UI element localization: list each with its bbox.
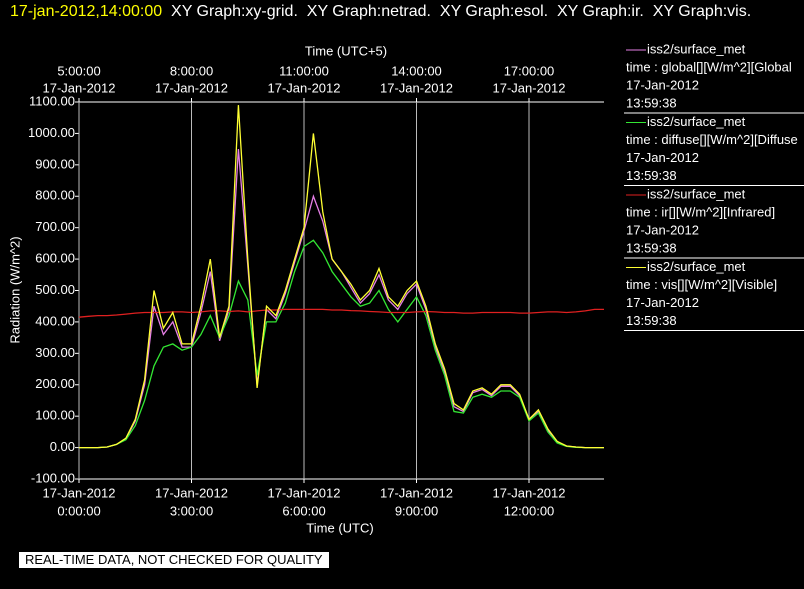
- legend-time: 13:59:38: [626, 95, 677, 110]
- legend-time: 13:59:38: [626, 240, 677, 255]
- x-tick-date: 17-Jan-2012: [268, 485, 341, 500]
- series-line: [78, 308, 604, 318]
- legend-date: 17-Jan-2012: [626, 77, 699, 92]
- y-tick-label: -100.00: [31, 470, 75, 485]
- y-tick-label: 0.00: [50, 439, 75, 454]
- legend-name: time : global[][W/m^2][Global: [626, 59, 792, 74]
- x2-tick-date: 17-Jan-2012: [155, 80, 228, 95]
- y-tick-label: 500.00: [35, 282, 75, 297]
- x2-tick-date: 17-Jan-2012: [268, 80, 341, 95]
- series-line: [79, 149, 604, 449]
- x-tick-label: 9:00:00: [395, 503, 438, 518]
- y-tick-label: 100.00: [35, 408, 75, 423]
- x-tick-label: 6:00:00: [282, 503, 325, 518]
- series-line: [79, 105, 604, 449]
- legend-name: time : vis[][W/m^2][Visible]: [626, 277, 777, 292]
- x-tick-date: 17-Jan-2012: [43, 485, 116, 500]
- y-tick-label: 300.00: [35, 345, 75, 360]
- x2-tick-label: 14:00:00: [391, 63, 442, 78]
- x-tick-label: 12:00:00: [504, 503, 555, 518]
- header: 17-jan-2012,14:00:00 XY Graph:xy-grid. X…: [10, 2, 800, 22]
- y-tick-label: 600.00: [35, 251, 75, 266]
- y-tick-label: 800.00: [35, 188, 75, 203]
- x2-tick-date: 17-Jan-2012: [380, 80, 453, 95]
- x2-tick-label: 8:00:00: [170, 63, 213, 78]
- quality-notice: REAL-TIME DATA, NOT CHECKED FOR QUALITY: [19, 552, 329, 568]
- legend-date: 17-Jan-2012: [626, 295, 699, 310]
- legend-time: 13:59:38: [626, 313, 677, 328]
- y-tick-label: 200.00: [35, 376, 75, 391]
- y-tick-label: 400.00: [35, 313, 75, 328]
- legend-source: iss2/surface_met: [647, 259, 746, 274]
- legend-date: 17-Jan-2012: [626, 222, 699, 237]
- y-tick-label: 900.00: [35, 156, 75, 171]
- series-line: [79, 239, 604, 449]
- x2-tick-date: 17-Jan-2012: [43, 80, 116, 95]
- legend-name: time : diffuse[][W/m^2][Diffuse: [626, 132, 798, 147]
- x-tick-label: 0:00:00: [57, 503, 100, 518]
- x-tick-label: 3:00:00: [170, 503, 213, 518]
- x-tick-date: 17-Jan-2012: [155, 485, 228, 500]
- legend-name: time : ir[][W/m^2][Infrared]: [626, 204, 775, 219]
- y-axis-label: Radiation (W/m^2): [7, 236, 22, 343]
- legend-time: 13:59:38: [626, 168, 677, 183]
- y-tick-label: 1100.00: [29, 93, 75, 108]
- x2-tick-label: 17:00:00: [504, 63, 555, 78]
- x-tick-date: 17-Jan-2012: [493, 485, 566, 500]
- y-tick-label: 1000.00: [28, 125, 75, 140]
- x-axis-label: Time (UTC): [306, 520, 373, 535]
- x-tick-date: 17-Jan-2012: [380, 485, 453, 500]
- legend-source: iss2/surface_met: [647, 41, 746, 56]
- legend-source: iss2/surface_met: [647, 186, 746, 201]
- y-tick-label: 700.00: [35, 219, 75, 234]
- legend-date: 17-Jan-2012: [626, 150, 699, 165]
- x2-tick-label: 11:00:00: [279, 63, 329, 78]
- timestamp: 17-jan-2012,14:00:00: [10, 3, 163, 20]
- graph-list: XY Graph:xy-grid. XY Graph:netrad. XY Gr…: [171, 3, 752, 20]
- x2-tick-date: 17-Jan-2012: [493, 80, 566, 95]
- x2-tick-label: 5:00:00: [57, 63, 100, 78]
- legend-source: iss2/surface_met: [647, 114, 746, 129]
- x2-axis-label: Time (UTC+5): [305, 43, 387, 58]
